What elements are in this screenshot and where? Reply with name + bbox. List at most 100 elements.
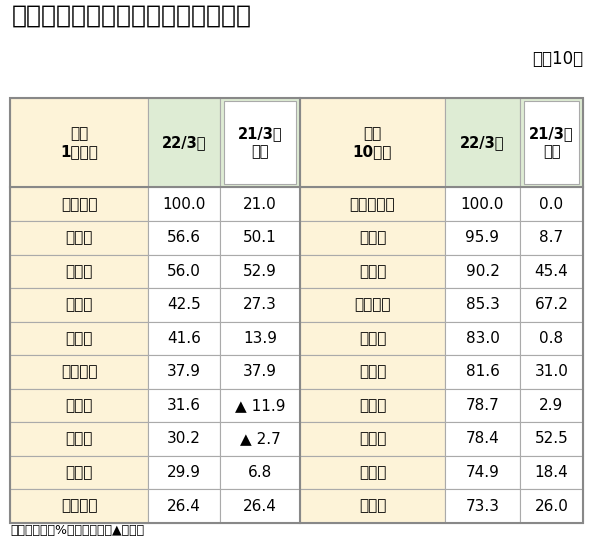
Text: 22/3末: 22/3末 — [460, 135, 505, 150]
Text: 富　山: 富 山 — [65, 264, 93, 279]
Bar — [445, 321, 520, 355]
Text: 筑　邦: 筑 邦 — [65, 465, 93, 480]
Text: 29.9: 29.9 — [167, 465, 201, 480]
Bar — [445, 288, 520, 321]
Text: 大　光: 大 光 — [65, 297, 93, 312]
Text: 21/3比
差引: 21/3比 差引 — [529, 126, 574, 159]
Bar — [220, 321, 300, 355]
Text: 45.4: 45.4 — [535, 264, 568, 279]
Text: 95.9: 95.9 — [466, 230, 499, 245]
Text: 18.4: 18.4 — [535, 465, 568, 480]
Bar — [445, 255, 520, 288]
Bar — [300, 456, 445, 489]
Bar — [520, 221, 583, 255]
Bar — [220, 288, 300, 321]
Bar — [300, 221, 445, 255]
Text: 2.9: 2.9 — [540, 398, 563, 413]
Bar — [220, 422, 300, 456]
Bar — [10, 422, 148, 456]
Text: 21.0: 21.0 — [243, 197, 277, 212]
Text: 26.0: 26.0 — [534, 499, 569, 514]
Bar — [10, 321, 148, 355]
Text: 福　岡: 福 岡 — [359, 398, 386, 413]
Bar — [148, 221, 220, 255]
Bar — [445, 489, 520, 523]
Bar — [300, 97, 445, 188]
Bar — [220, 97, 300, 188]
Text: 31.6: 31.6 — [167, 398, 201, 413]
Text: 宮　崎: 宮 崎 — [65, 432, 93, 447]
Text: 27.3: 27.3 — [243, 297, 277, 312]
Text: 0.8: 0.8 — [540, 331, 563, 346]
Text: 78.4: 78.4 — [466, 432, 499, 447]
Text: 52.5: 52.5 — [535, 432, 568, 447]
Text: 41.6: 41.6 — [167, 331, 201, 346]
Text: ▲ 11.9: ▲ 11.9 — [235, 398, 285, 413]
Text: 福岡中央: 福岡中央 — [354, 297, 391, 312]
Text: 福　邦: 福 邦 — [359, 264, 386, 279]
Text: 残存
1年以下: 残存 1年以下 — [60, 126, 98, 159]
Bar — [445, 355, 520, 389]
Bar — [148, 456, 220, 489]
Text: 78.7: 78.7 — [466, 398, 499, 413]
Text: 50.1: 50.1 — [243, 230, 277, 245]
Text: 佐賀共栄: 佐賀共栄 — [60, 364, 97, 379]
Bar — [10, 97, 583, 523]
Bar — [10, 456, 148, 489]
Bar — [445, 422, 520, 456]
Text: きらやか: きらやか — [60, 197, 97, 212]
Text: 地域銀の国債残存期間別残高構成比: 地域銀の国債残存期間別残高構成比 — [12, 3, 252, 27]
Text: 残存
10年超: 残存 10年超 — [353, 126, 392, 159]
Bar — [524, 101, 579, 184]
Bar — [300, 489, 445, 523]
Text: 高　知: 高 知 — [65, 331, 93, 346]
Bar — [520, 255, 583, 288]
Text: 13.9: 13.9 — [243, 331, 277, 346]
Text: 83.0: 83.0 — [466, 331, 499, 346]
Bar — [148, 389, 220, 422]
Text: 26.4: 26.4 — [167, 499, 201, 514]
Bar — [220, 389, 300, 422]
Bar — [10, 221, 148, 255]
Bar — [148, 355, 220, 389]
Bar — [10, 97, 148, 188]
Text: 90.2: 90.2 — [466, 264, 499, 279]
Bar — [520, 489, 583, 523]
Text: 四　国: 四 国 — [359, 465, 386, 480]
Text: 52.9: 52.9 — [243, 264, 277, 279]
Bar — [10, 389, 148, 422]
Bar — [300, 321, 445, 355]
Bar — [300, 355, 445, 389]
Text: 8.7: 8.7 — [540, 230, 563, 245]
Bar — [445, 188, 520, 221]
Bar — [224, 101, 296, 184]
Bar — [10, 288, 148, 321]
Bar — [300, 389, 445, 422]
Text: 31.0: 31.0 — [534, 364, 569, 379]
Text: 67.2: 67.2 — [534, 297, 569, 312]
Text: 42.5: 42.5 — [167, 297, 201, 312]
Bar — [10, 489, 148, 523]
Text: 85.3: 85.3 — [466, 297, 499, 312]
Text: 山　口: 山 口 — [359, 364, 386, 379]
Bar — [300, 188, 445, 221]
Bar — [148, 288, 220, 321]
Bar — [445, 221, 520, 255]
Bar — [445, 389, 520, 422]
Bar — [300, 255, 445, 288]
Text: 沖　縄: 沖 縄 — [359, 499, 386, 514]
Bar — [220, 456, 300, 489]
Text: 北　九　州: 北 九 州 — [350, 197, 396, 212]
Bar — [520, 188, 583, 221]
Text: 島　根: 島 根 — [65, 230, 93, 245]
Text: 30.2: 30.2 — [167, 432, 201, 447]
Bar — [520, 422, 583, 456]
Bar — [220, 188, 300, 221]
Text: （注）単位、%、ポイント、▲は低下: （注）単位、%、ポイント、▲は低下 — [10, 525, 144, 538]
Text: 73.3: 73.3 — [466, 499, 499, 514]
Text: 100.0: 100.0 — [461, 197, 504, 212]
Bar — [445, 97, 520, 188]
Bar — [10, 355, 148, 389]
Bar — [220, 355, 300, 389]
Bar — [10, 188, 148, 221]
